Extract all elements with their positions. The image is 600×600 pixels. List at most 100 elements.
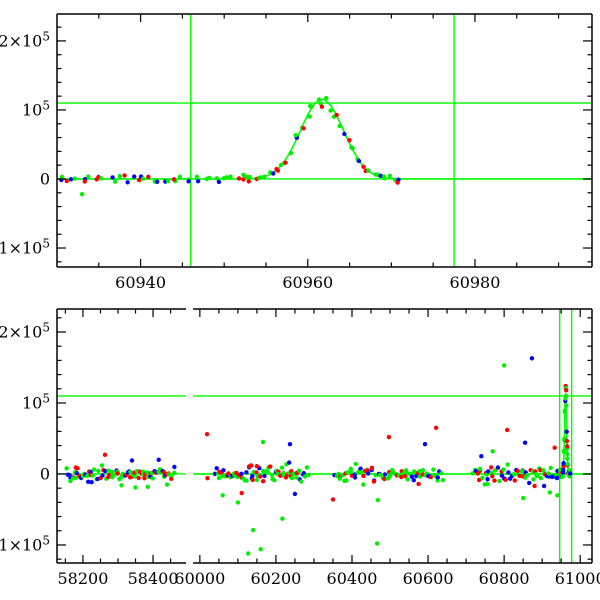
data-point — [563, 393, 569, 399]
data-point — [353, 461, 358, 467]
data-point — [119, 483, 124, 488]
data-point — [291, 471, 296, 477]
data-point — [501, 467, 506, 472]
data-point — [485, 477, 490, 482]
data-point — [334, 112, 339, 118]
data-point — [241, 172, 246, 177]
data-point — [307, 114, 312, 119]
data-point — [288, 150, 294, 156]
data-point — [505, 462, 510, 467]
data-point — [492, 478, 497, 483]
data-point — [515, 468, 520, 474]
data-point — [562, 409, 568, 415]
data-point — [73, 475, 78, 481]
data-point — [266, 470, 271, 475]
data-point — [164, 482, 170, 487]
data-point — [74, 471, 80, 476]
data-point — [489, 470, 494, 476]
data-point — [403, 468, 409, 473]
data-point — [501, 363, 507, 368]
data-point — [306, 472, 311, 477]
data-point — [90, 473, 96, 478]
data-point — [96, 468, 101, 474]
data-point — [172, 470, 177, 475]
data-point — [150, 476, 155, 481]
data-point — [440, 477, 446, 483]
axes-frame — [56, 13, 593, 268]
tick-marks — [57, 309, 592, 563]
data-point — [194, 174, 200, 179]
data-point — [228, 174, 233, 179]
data-point — [146, 174, 151, 179]
data-point — [561, 470, 566, 475]
data-point — [555, 493, 560, 498]
data-point — [214, 466, 219, 471]
data-point — [348, 466, 353, 471]
data-point — [480, 475, 485, 480]
data-point — [214, 176, 219, 181]
data-point — [565, 462, 571, 467]
data-point — [165, 179, 171, 184]
data-point — [141, 176, 146, 181]
data-point — [511, 472, 517, 477]
data-point — [564, 438, 570, 444]
data-point — [246, 551, 251, 556]
data-point — [133, 474, 138, 479]
x-tick-label: 58400 — [128, 569, 179, 588]
data-point — [492, 468, 498, 473]
data-point — [91, 467, 97, 472]
data-point — [249, 463, 254, 468]
data-point — [490, 449, 495, 454]
data-point — [136, 177, 142, 183]
data-point — [205, 476, 210, 481]
data-point — [552, 445, 557, 450]
data-point — [244, 470, 249, 475]
data-point — [72, 176, 78, 181]
data-point — [68, 177, 74, 182]
data-point — [293, 133, 298, 138]
data-point — [100, 473, 105, 478]
data-point — [287, 442, 293, 447]
data-point — [470, 471, 475, 476]
data-point — [271, 171, 276, 176]
data-point — [283, 475, 289, 480]
data-point — [337, 476, 342, 481]
axes-frame — [56, 308, 593, 564]
upper-zoom-panel: 60940 60960 60980 2×105 105 0 -1×105 — [0, 13, 593, 292]
data-point — [345, 470, 350, 475]
data-point — [531, 477, 536, 482]
data-point — [532, 483, 537, 489]
data-point — [534, 473, 540, 479]
data-point — [560, 474, 565, 479]
data-point — [412, 469, 417, 474]
data-point — [503, 477, 508, 482]
x-tick-label: 60960 — [282, 273, 333, 292]
data-point — [260, 439, 266, 445]
data-point — [517, 473, 523, 479]
data-point — [145, 484, 150, 489]
x-tick-label: 60940 — [115, 273, 166, 292]
data-point — [136, 475, 141, 481]
y-tick-label: 105 — [22, 98, 50, 119]
data-point — [236, 176, 242, 181]
data-point — [226, 471, 231, 476]
data-point — [99, 176, 104, 181]
data-point — [268, 464, 273, 469]
data-point — [258, 175, 263, 180]
data-point — [420, 468, 426, 473]
data-point — [554, 475, 560, 481]
data-point — [521, 495, 526, 501]
data-points — [64, 356, 573, 556]
data-point — [309, 104, 314, 110]
data-point — [512, 478, 517, 483]
data-point — [497, 478, 502, 484]
data-point — [239, 471, 244, 476]
data-point — [79, 192, 85, 197]
data-point — [356, 158, 362, 164]
x-tick-label: 60600 — [403, 569, 454, 588]
data-point — [358, 470, 364, 475]
data-point — [409, 474, 415, 479]
data-point — [132, 174, 137, 179]
